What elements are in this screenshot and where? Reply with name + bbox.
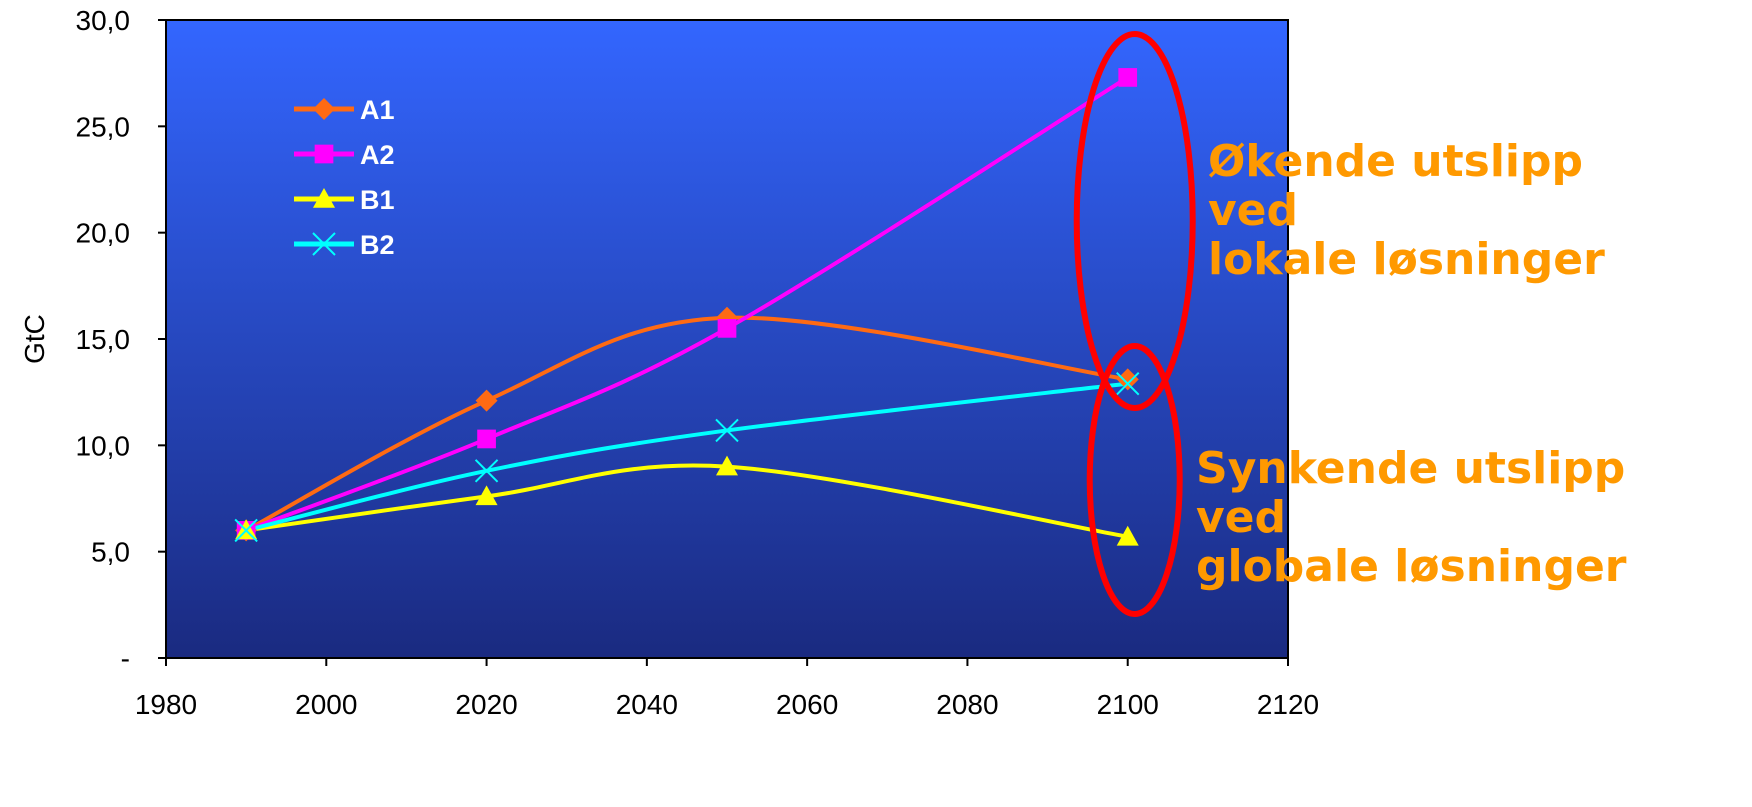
data-point-b2: [1116, 371, 1140, 396]
annotation-increase: Økende utslipp ved lokale løsninger: [1208, 136, 1605, 285]
highlight-ellipse-lower: [1086, 343, 1183, 617]
data-point-b2: [474, 459, 499, 483]
data-point-b1: [716, 455, 738, 476]
plot-area: [165, 19, 1289, 659]
legend-label-a1: A1: [360, 95, 395, 125]
y-tick-label: 10,0: [76, 430, 131, 461]
data-point-b2: [234, 518, 258, 543]
x-tick-label: 2060: [776, 689, 838, 720]
annotation-increase-line-1: Økende utslipp: [1208, 136, 1583, 187]
legend-label-a2: A2: [360, 140, 395, 170]
y-axis-ticks: - 5,0 10,0 15,0 20,0 25,0 30,0: [76, 5, 166, 674]
series-line-b1: [245, 463, 1129, 539]
legend-marker-a2: [314, 144, 334, 164]
x-tick-label: 1980: [135, 689, 197, 720]
series-line-a1: [245, 315, 1129, 533]
legend-marker-b2: [312, 232, 336, 256]
x-tick-label: 2040: [616, 689, 678, 720]
annotation-increase-line-3: lokale løsninger: [1208, 234, 1605, 285]
legend-label-b1: B1: [360, 185, 395, 215]
highlight-ellipse-upper: [1073, 31, 1196, 411]
series-line-b2: [245, 381, 1128, 533]
annotation-increase-line-2: ved: [1208, 185, 1298, 236]
x-tick-label: 2080: [936, 689, 998, 720]
highlight-ellipses: [1073, 31, 1196, 617]
annotation-decrease: Synkende utslipp ved globale løsninger: [1196, 443, 1627, 592]
annotation-decrease-line-2: ved: [1196, 492, 1286, 543]
x-tick-label: 2000: [295, 689, 357, 720]
y-tick-label: -: [121, 643, 130, 674]
y-tick-label: 15,0: [76, 324, 131, 355]
data-point-b1: [1116, 525, 1139, 546]
x-axis-ticks: 1980 2000 2020 2040 2060 2080 2100 2120: [135, 658, 1319, 720]
y-tick-label: 30,0: [76, 5, 131, 36]
y-tick-label: 20,0: [76, 218, 131, 249]
y-axis-label: GtC: [19, 314, 50, 364]
annotation-decrease-line-1: Synkende utslipp: [1196, 443, 1625, 494]
x-tick-label: 2020: [455, 689, 517, 720]
legend-marker-b1: [313, 188, 335, 208]
series-lines: [245, 75, 1129, 539]
legend-marker-a1: [313, 98, 335, 120]
x-tick-label: 2120: [1257, 689, 1319, 720]
data-point-b1: [475, 485, 498, 506]
x-tick-label: 2100: [1097, 689, 1159, 720]
data-point-b2: [715, 418, 739, 443]
data-point-a2: [1118, 68, 1138, 87]
legend: A1 A2 B1 B2: [294, 95, 395, 260]
series-markers: [234, 68, 1140, 546]
data-point-a1: [1116, 368, 1139, 391]
data-point-a2: [717, 319, 737, 338]
y-tick-label: 5,0: [91, 537, 130, 568]
data-point-a1: [475, 389, 498, 412]
data-point-a2: [477, 429, 496, 449]
series-line-a2: [245, 75, 1129, 533]
legend-label-b2: B2: [360, 230, 395, 260]
y-tick-label: 25,0: [76, 111, 131, 142]
annotation-decrease-line-3: globale løsninger: [1196, 541, 1627, 592]
